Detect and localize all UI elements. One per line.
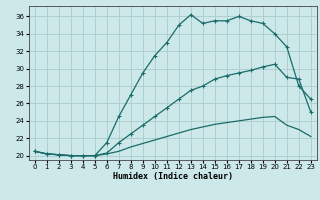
X-axis label: Humidex (Indice chaleur): Humidex (Indice chaleur) [113,172,233,181]
